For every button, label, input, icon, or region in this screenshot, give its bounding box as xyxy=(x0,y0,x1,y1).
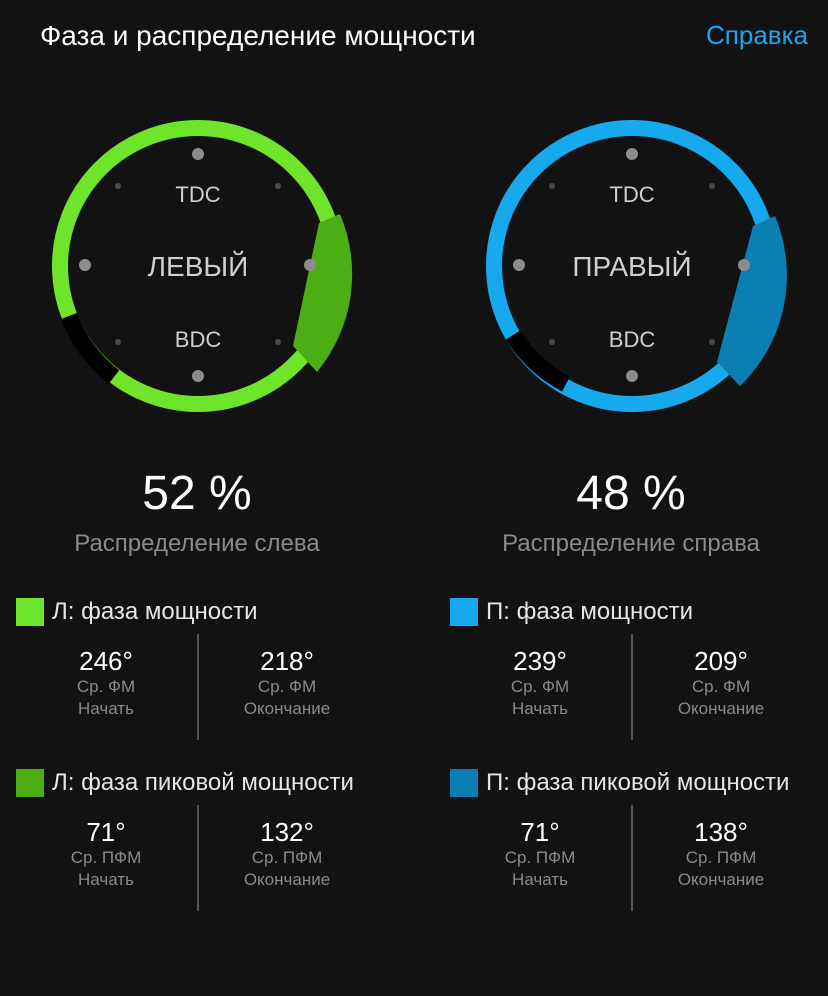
right-peak-phase-header: П: фаза пиковой мощности xyxy=(450,765,789,801)
right-percent-value: 48 % xyxy=(576,467,686,520)
dial-dot xyxy=(275,339,281,345)
right-pp-start-stat: 239° Ср. ФМ Начать xyxy=(450,646,630,720)
right-dead-zone-arc xyxy=(505,330,571,392)
stat-value: 239° xyxy=(513,646,567,676)
stat-label: Ср. ФМ xyxy=(691,677,751,696)
dial-dot xyxy=(549,339,555,345)
stat-label: Ср. ФМ xyxy=(76,677,136,696)
left-dial-label: ЛЕВЫЙ xyxy=(148,251,249,282)
tdc-label: TDC xyxy=(609,182,654,207)
divider xyxy=(631,634,633,740)
stat-label: Ср. ПФМ xyxy=(70,848,142,867)
help-link[interactable]: Справка xyxy=(706,20,808,50)
dial-dot xyxy=(115,183,121,189)
dial-dot xyxy=(275,183,281,189)
page-title: Фаза и распределение мощности xyxy=(40,20,476,51)
stat-sublabel: Начать xyxy=(512,699,568,718)
right-dial-svg: TDC ПРАВЫЙ BDC xyxy=(486,120,787,412)
right-peak-phase-arc xyxy=(717,216,787,386)
section-title: Л: фаза пиковой мощности xyxy=(52,769,354,796)
dial-dot xyxy=(304,259,316,271)
divider xyxy=(631,805,633,911)
right-pp-end-stat: 209° Ср. ФМ Окончание xyxy=(631,646,811,720)
left-peak-phase-arc xyxy=(293,214,353,372)
divider xyxy=(197,634,199,740)
tdc-label: TDC xyxy=(175,182,220,207)
right-peak-phase-swatch xyxy=(450,769,478,797)
dial-dot xyxy=(738,259,750,271)
stat-sublabel: Окончание xyxy=(677,870,765,889)
left-power-phase-header: Л: фаза мощности xyxy=(16,594,258,630)
left-power-phase-dial: TDC ЛЕВЫЙ BDC xyxy=(38,110,358,420)
stat-label: Ср. ФМ xyxy=(510,677,570,696)
section-title: П: фаза пиковой мощности xyxy=(486,769,790,796)
dial-dot xyxy=(192,148,204,160)
stat-value: 218° xyxy=(260,646,314,676)
dial-dot xyxy=(192,370,204,382)
dial-dot xyxy=(626,370,638,382)
stat-value: 138° xyxy=(694,817,748,847)
left-percent-value: 52 % xyxy=(142,467,252,520)
dial-dot xyxy=(709,183,715,189)
stat-sublabel: Окончание xyxy=(677,699,765,718)
right-ppp-start-stat: 71° Ср. ПФМ Начать xyxy=(450,817,630,891)
stat-sublabel: Окончание xyxy=(243,699,331,718)
dial-dot xyxy=(709,339,715,345)
dial-dot xyxy=(626,148,638,160)
stat-label: Ср. ПФМ xyxy=(251,848,323,867)
stat-sublabel: Начать xyxy=(78,870,134,889)
left-pp-start-stat: 246° Ср. ФМ Начать xyxy=(16,646,196,720)
right-power-phase-swatch xyxy=(450,598,478,626)
left-ppp-start-stat: 71° Ср. ПФМ Начать xyxy=(16,817,196,891)
stat-value: 71° xyxy=(520,817,560,847)
right-power-phase-header: П: фаза мощности xyxy=(450,594,693,630)
left-dead-zone-arc xyxy=(61,312,120,384)
bdc-label: BDC xyxy=(175,327,222,352)
dial-dot xyxy=(115,339,121,345)
stat-value: 209° xyxy=(694,646,748,676)
stat-label: Ср. ФМ xyxy=(257,677,317,696)
header: Фаза и распределение мощности Справка xyxy=(0,0,828,80)
left-dial-svg: TDC ЛЕВЫЙ BDC xyxy=(52,120,353,412)
bdc-label: BDC xyxy=(609,327,656,352)
left-peak-phase-header: Л: фаза пиковой мощности xyxy=(16,765,354,801)
left-power-phase-swatch xyxy=(16,598,44,626)
right-power-phase-dial: TDC ПРАВЫЙ BDC xyxy=(472,110,792,420)
stat-value: 132° xyxy=(260,817,314,847)
stat-value: 71° xyxy=(86,817,126,847)
left-peak-phase-swatch xyxy=(16,769,44,797)
left-pp-end-stat: 218° Ср. ФМ Окончание xyxy=(197,646,377,720)
section-title: Л: фаза мощности xyxy=(52,598,258,625)
dial-dot xyxy=(549,183,555,189)
right-percent-label: Распределение справа xyxy=(502,530,760,557)
stat-sublabel: Начать xyxy=(512,870,568,889)
stat-value: 246° xyxy=(79,646,133,676)
dial-dot xyxy=(513,259,525,271)
stat-sublabel: Окончание xyxy=(243,870,331,889)
right-ppp-end-stat: 138° Ср. ПФМ Окончание xyxy=(631,817,811,891)
right-dial-label: ПРАВЫЙ xyxy=(572,251,691,282)
dial-dot xyxy=(79,259,91,271)
left-ppp-end-stat: 132° Ср. ПФМ Окончание xyxy=(197,817,377,891)
stat-sublabel: Начать xyxy=(78,699,134,718)
divider xyxy=(197,805,199,911)
left-percent-label: Распределение слева xyxy=(74,530,320,557)
section-title: П: фаза мощности xyxy=(486,598,694,625)
stat-label: Ср. ПФМ xyxy=(504,848,576,867)
stat-label: Ср. ПФМ xyxy=(685,848,757,867)
